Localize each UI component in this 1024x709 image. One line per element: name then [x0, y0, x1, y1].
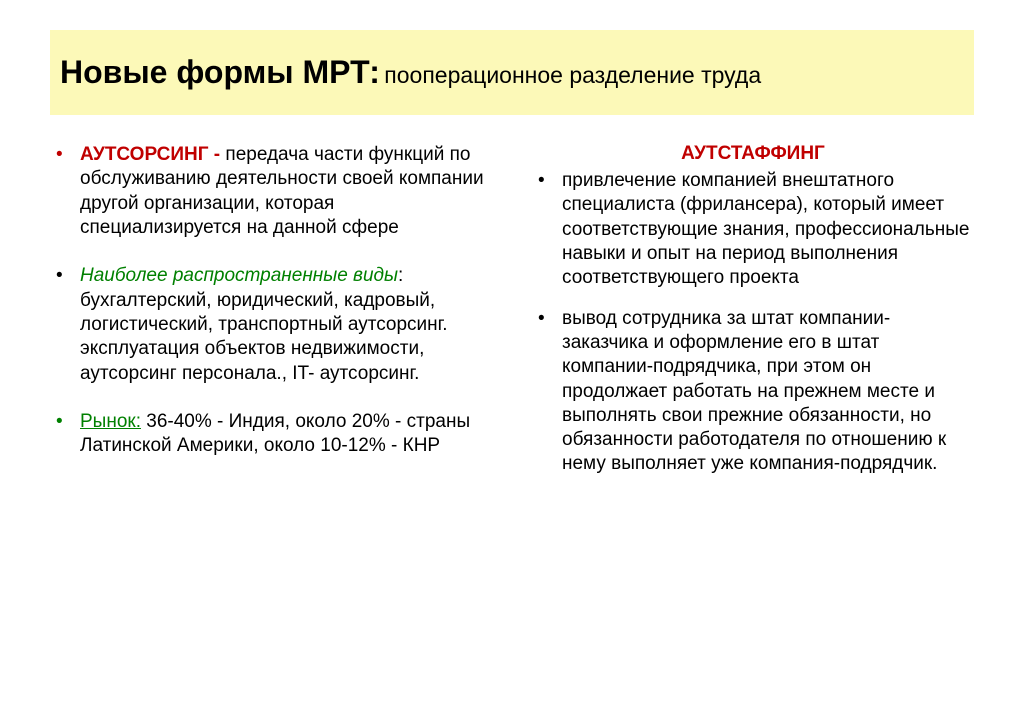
- staff-transfer-text: вывод сотрудника за штат компании-заказч…: [562, 308, 946, 475]
- slide: Новые формы МРТ: пооперационное разделен…: [0, 0, 1024, 523]
- left-item-outsourcing: АУТСОРСИНГ - передача части функций по о…: [50, 143, 492, 240]
- types-lead: Наиболее распространенные виды: [80, 265, 398, 286]
- outstaffing-heading: АУТСТАФФИНГ: [532, 143, 974, 165]
- left-column: АУТСОРСИНГ - передача части функций по о…: [50, 143, 492, 493]
- types-list: бухгалтерский, юридический, кадровый, ло…: [80, 290, 448, 384]
- types-colon: :: [398, 265, 403, 286]
- title-sub: пооперационное разделение труда: [384, 62, 761, 88]
- right-item-staff-transfer: вывод сотрудника за штат компании-заказч…: [532, 307, 974, 477]
- left-list: АУТСОРСИНГ - передача части функций по о…: [50, 143, 492, 458]
- right-list: привлечение компанией внештатного специа…: [532, 169, 974, 477]
- left-item-market: Рынок: 36-40% - Индия, около 20% - стран…: [50, 410, 492, 459]
- right-column: АУТСТАФФИНГ привлечение компанией внешта…: [532, 143, 974, 493]
- freelancer-text: привлечение компанией внештатного специа…: [562, 170, 969, 288]
- right-item-freelancer: привлечение компанией внештатного специа…: [532, 169, 974, 291]
- outsourcing-term: АУТСОРСИНГ -: [80, 144, 220, 165]
- left-item-types: Наиболее распространенные виды: бухгалте…: [50, 264, 492, 386]
- columns: АУТСОРСИНГ - передача части функций по о…: [50, 143, 974, 493]
- outstaffing-term: АУТСТАФФИНГ: [681, 143, 825, 164]
- market-lead: Рынок:: [80, 411, 141, 432]
- title-bar: Новые формы МРТ: пооперационное разделен…: [50, 30, 974, 115]
- title-main: Новые формы МРТ:: [60, 54, 380, 90]
